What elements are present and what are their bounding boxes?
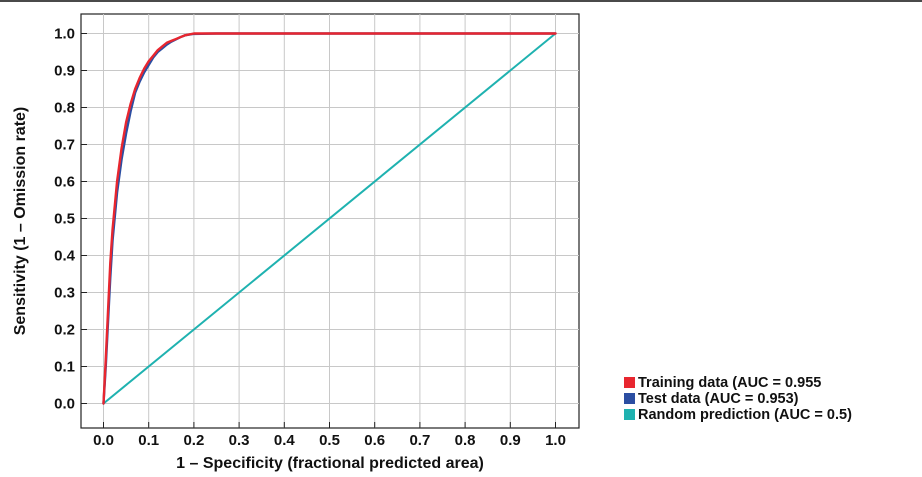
training-roc-line: [102, 32, 557, 405]
legend-label-test: Test data (AUC = 0.953): [638, 391, 799, 407]
y-tick-label: 0.4: [54, 248, 76, 265]
y-tick-label: 0.5: [54, 211, 75, 228]
y-tick-label: 0.6: [54, 174, 75, 191]
x-tick-label: 0.2: [183, 432, 204, 449]
x-tick-label: 0.7: [409, 432, 430, 449]
grid: [81, 14, 579, 428]
legend-label-training: Training data (AUC = 0.955: [638, 375, 821, 391]
y-axis-title: Sensitivity (1 – Omission rate): [12, 107, 29, 336]
y-tick-label: 0.7: [54, 137, 75, 154]
x-tick-label: 0.5: [319, 432, 340, 449]
y-tick-label: 0.2: [54, 322, 75, 339]
axes: 0.0 0.1 0.2 0.3 0.4 0.5 0.6 0.7 0.8 0.9 1.0 0.0 0.1 0…: [54, 26, 566, 450]
series-layer: [102, 32, 557, 405]
x-tick-label: 0.0: [93, 432, 114, 449]
y-tick-label: 1.0: [54, 26, 75, 43]
x-tick-label: 0.6: [364, 432, 385, 449]
x-tick-label: 0.3: [229, 432, 250, 449]
y-tick-label: 0.9: [54, 63, 75, 80]
top-border-rule: [0, 0, 922, 2]
y-tick-label: 0.0: [54, 396, 75, 413]
legend-swatch-training: [624, 377, 635, 388]
random-prediction-line: [102, 32, 557, 405]
legend-swatch-random: [624, 409, 635, 420]
legend: Training data (AUC = 0.955 Test data (AU…: [624, 375, 852, 423]
y-tick-label: 0.3: [54, 285, 75, 302]
x-tick-label: 1.0: [545, 432, 566, 449]
legend-label-random: Random prediction (AUC = 0.5): [638, 407, 852, 423]
x-tick-label: 0.1: [138, 432, 159, 449]
y-tick-label: 0.1: [54, 359, 75, 376]
legend-swatch-test: [624, 393, 635, 404]
x-tick-label: 0.4: [274, 432, 296, 449]
x-tick-label: 0.9: [500, 432, 521, 449]
x-tick-label: 0.8: [455, 432, 476, 449]
y-tick-label: 0.8: [54, 100, 75, 117]
x-axis-title: 1 – Specificity (fractional predicted ar…: [176, 455, 484, 472]
